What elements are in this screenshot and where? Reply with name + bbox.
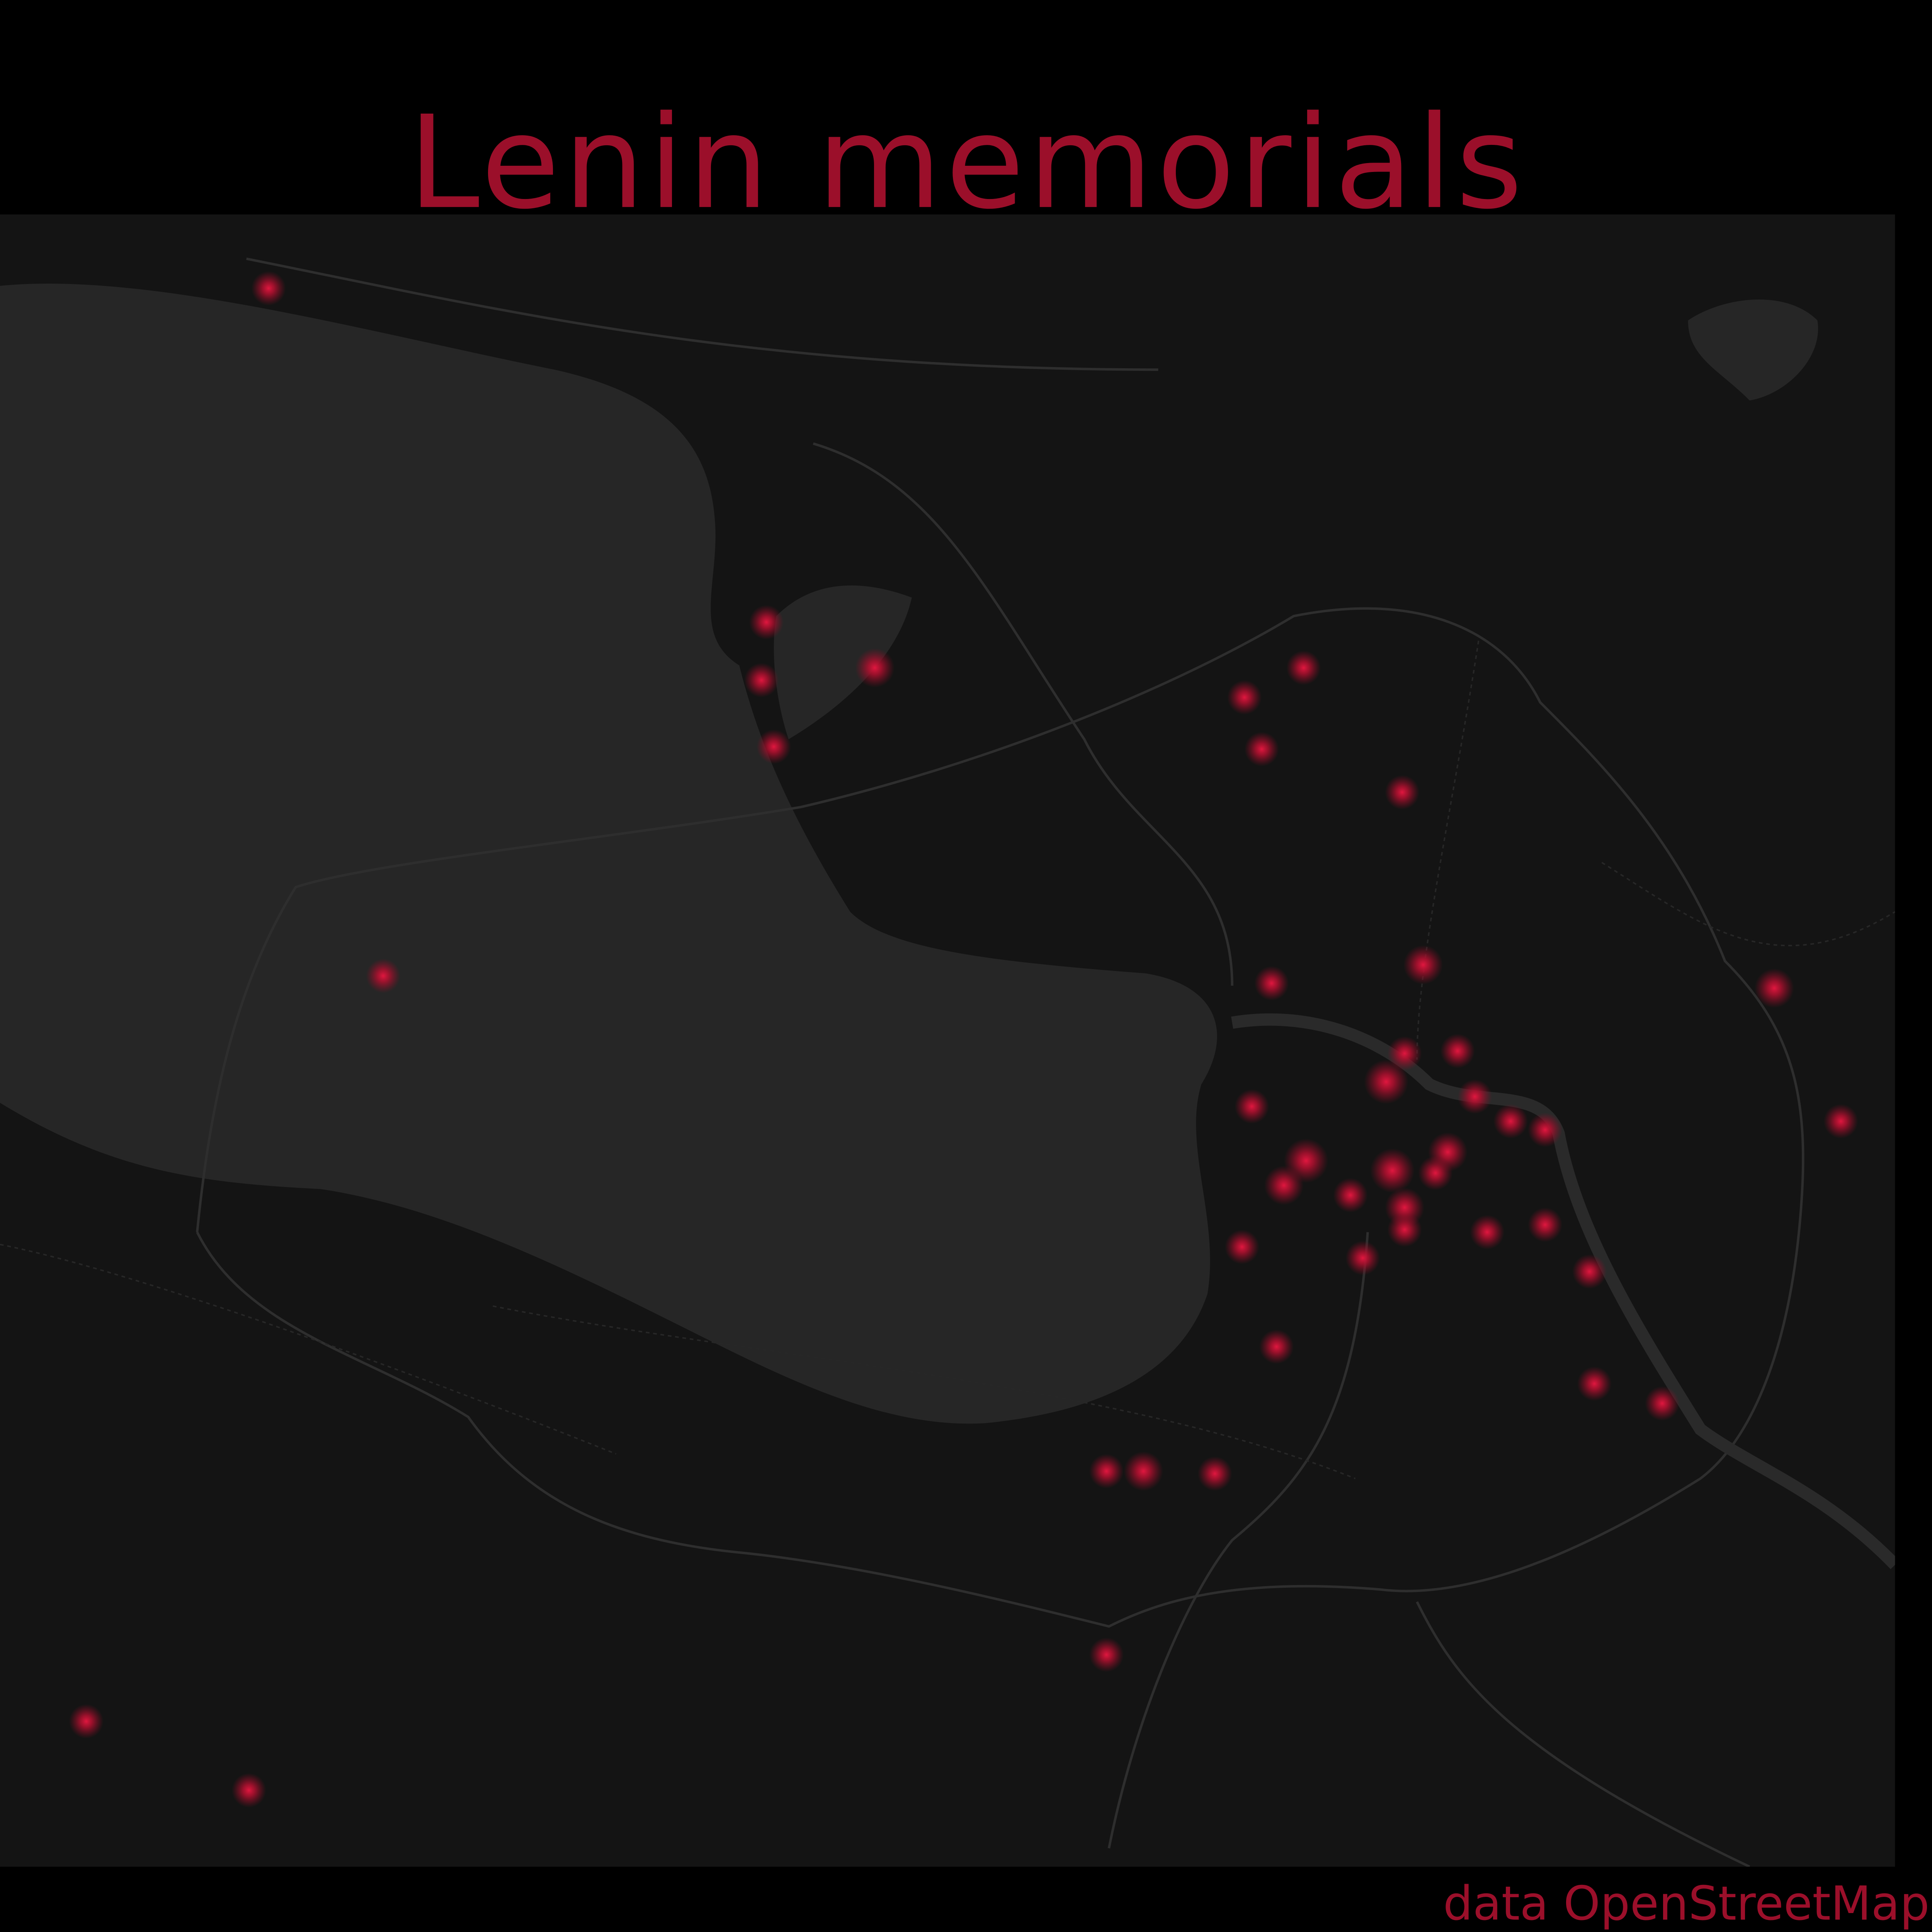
memorial-marker [1572, 1254, 1607, 1289]
memorial-marker [1259, 1329, 1294, 1364]
ring-road [196, 607, 1804, 1628]
memorial-marker [1364, 1060, 1408, 1104]
memorial-marker [1577, 1366, 1612, 1401]
memorial-marker [1124, 1451, 1163, 1491]
memorial-marker [1286, 650, 1321, 685]
memorial-marker [1493, 1104, 1528, 1139]
memorial-marker [1403, 945, 1443, 985]
memorial-marker [1225, 1230, 1259, 1264]
memorial-marker [1387, 1212, 1422, 1247]
memorial-marker [1235, 1089, 1269, 1124]
memorial-marker [251, 271, 286, 306]
memorial-marker [366, 958, 401, 993]
memorial-marker [231, 1773, 266, 1808]
railway [1601, 862, 1895, 947]
memorial-marker [69, 1704, 104, 1739]
memorial-marker [1345, 1241, 1380, 1276]
memorial-marker [1227, 680, 1262, 715]
memorial-marker [1254, 966, 1289, 1001]
memorial-marker [1823, 1104, 1858, 1139]
memorial-marker [749, 605, 784, 639]
gulf-water [0, 283, 1217, 1424]
map-title: Lenin memorials [408, 88, 1526, 238]
memorial-marker [756, 729, 791, 764]
memorial-marker [1370, 1148, 1415, 1193]
road [813, 442, 1233, 986]
memorial-marker [1440, 1034, 1475, 1068]
railway [493, 1305, 1356, 1480]
memorial-marker [1458, 1079, 1492, 1114]
lake [1688, 299, 1818, 401]
memorial-marker [1197, 1456, 1232, 1491]
memorial-marker [1754, 968, 1794, 1008]
memorial-marker [1470, 1215, 1505, 1250]
river [1231, 1013, 1895, 1569]
memorial-marker [1645, 1386, 1680, 1421]
attribution: data OpenStreetMap [1443, 1876, 1930, 1931]
memorial-marker [744, 663, 779, 697]
road [1416, 1601, 1750, 1867]
memorial-marker [1089, 1637, 1124, 1672]
memorial-marker [1385, 775, 1420, 810]
memorial-marker [855, 648, 895, 688]
memorial-marker [1264, 1165, 1304, 1205]
road [1107, 1232, 1369, 1849]
memorial-marker [1528, 1112, 1563, 1147]
memorial-marker [1089, 1454, 1124, 1489]
memorial-marker [1528, 1208, 1563, 1242]
lagoon-water [774, 585, 912, 740]
memorial-marker [1333, 1178, 1368, 1213]
memorial-markers [69, 271, 1858, 1808]
map [0, 214, 1895, 1867]
memorial-marker [1418, 1156, 1453, 1190]
road [246, 257, 1158, 371]
memorial-marker [1244, 732, 1279, 767]
